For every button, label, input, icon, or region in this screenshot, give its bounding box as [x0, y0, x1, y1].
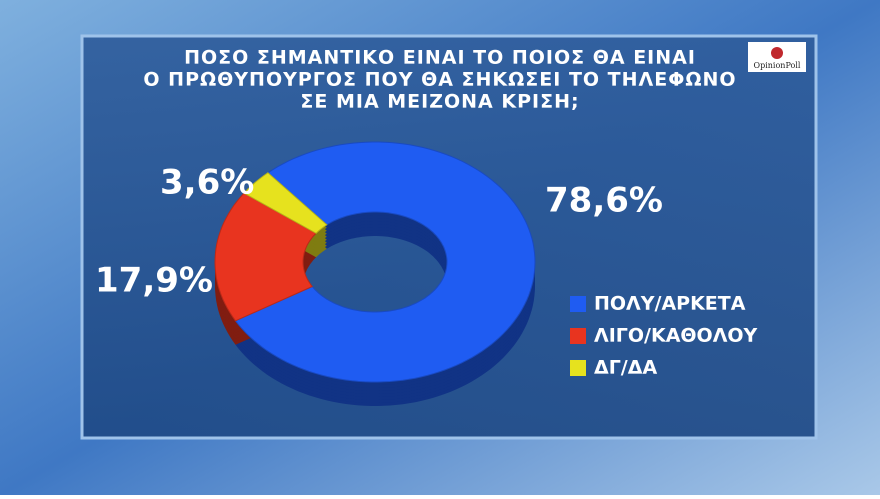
value-label: 17,9%	[95, 261, 213, 301]
title: ΠΟΣΟ ΣΗΜΑΝΤΙΚΟ ΕΙΝΑΙ ΤΟ ΠΟΙΟΣ ΘΑ ΕΙΝΑΙΟ …	[143, 47, 736, 113]
legend-swatch	[570, 296, 586, 312]
title-line: ΠΟΣΟ ΣΗΜΑΝΤΙΚΟ ΕΙΝΑΙ ΤΟ ΠΟΙΟΣ ΘΑ ΕΙΝΑΙ	[184, 47, 696, 69]
logo-text: OpinionPoll	[754, 61, 801, 70]
segment	[243, 172, 328, 234]
title-line: ΣΕ ΜΙΑ ΜΕΙΖΟΝΑ ΚΡΙΣΗ;	[300, 91, 579, 113]
title-line: Ο ΠΡΩΘΥΠΟΥΡΓΟΣ ΠΟΥ ΘΑ ΣΗΚΩΣΕΙ ΤΟ ΤΗΛΕΦΩΝ…	[143, 69, 736, 91]
legend-swatch	[570, 328, 586, 344]
logo-icon	[771, 47, 783, 59]
legend-swatch	[570, 360, 586, 376]
legend-label: ΛΙΓΟ/ΚΑΘΟΛΟΥ	[594, 325, 758, 347]
value-label: 3,6%	[160, 163, 254, 203]
donut	[214, 141, 536, 406]
legend-label: ΔΓ/ΔΑ	[594, 357, 657, 379]
value-label: 78,6%	[545, 181, 663, 221]
legend-label: ΠΟΛΥ/ΑΡΚΕΤΑ	[594, 293, 746, 315]
